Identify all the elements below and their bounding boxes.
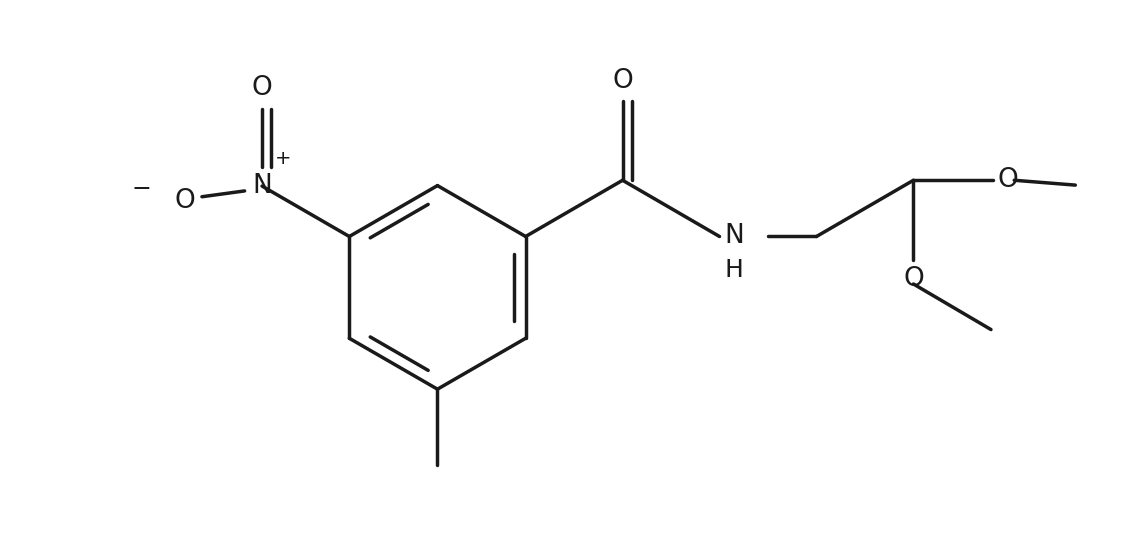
- Text: O: O: [174, 188, 195, 214]
- Text: O: O: [612, 68, 633, 94]
- Text: H: H: [725, 258, 743, 282]
- Text: −: −: [132, 177, 152, 201]
- Text: O: O: [251, 75, 273, 101]
- Text: +: +: [275, 150, 292, 168]
- Text: O: O: [997, 167, 1019, 193]
- Text: N: N: [252, 173, 272, 199]
- Text: N: N: [725, 224, 744, 249]
- Text: O: O: [903, 265, 924, 292]
